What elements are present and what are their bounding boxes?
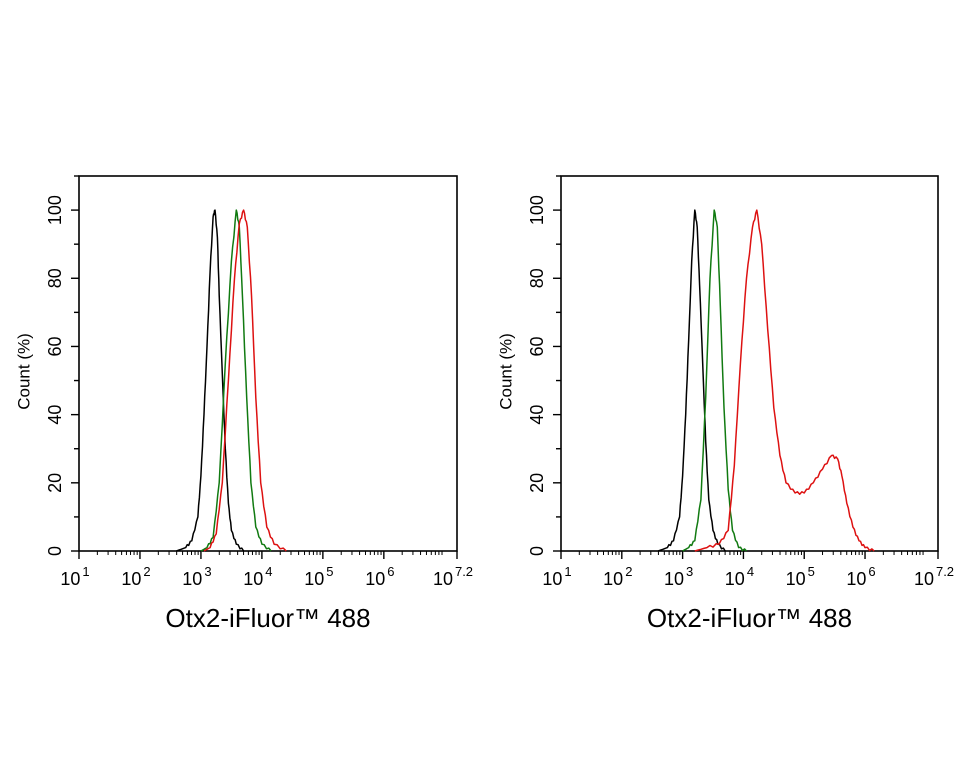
x-tick-base: 10 bbox=[60, 569, 80, 589]
x-tick-exponent: 6 bbox=[387, 564, 394, 579]
y-tick-label: 100 bbox=[527, 195, 547, 225]
x-tick-base: 10 bbox=[304, 569, 324, 589]
x-tick-exponent: 2 bbox=[625, 564, 632, 579]
x-axis-title: Otx2-iFluor™ 488 bbox=[647, 603, 852, 633]
x-tick-base: 10 bbox=[121, 569, 141, 589]
x-tick-label: 10 5 bbox=[786, 564, 815, 589]
x-tick-label: 10 1 bbox=[60, 564, 89, 589]
x-tick-exponent: 7.2 bbox=[455, 564, 473, 579]
x-tick-exponent: 1 bbox=[82, 564, 89, 579]
x-tick-label: 10 5 bbox=[304, 564, 333, 589]
x-tick-exponent: 6 bbox=[868, 564, 875, 579]
y-tick-label: 60 bbox=[45, 336, 65, 356]
y-tick-label: 80 bbox=[45, 268, 65, 288]
x-tick-exponent: 4 bbox=[265, 564, 272, 579]
plot-frame bbox=[78, 175, 458, 552]
histogram-series-2 bbox=[200, 209, 272, 552]
histogram-series-1 bbox=[176, 209, 245, 552]
y-tick-label: 0 bbox=[45, 546, 65, 556]
x-tick-base: 10 bbox=[846, 569, 866, 589]
y-tick-label: 40 bbox=[45, 405, 65, 425]
x-tick-exponent: 1 bbox=[564, 564, 571, 579]
y-axis-label: Count (%) bbox=[15, 333, 34, 410]
x-tick-label: 10 1 bbox=[542, 564, 571, 589]
y-tick-label: 80 bbox=[527, 268, 547, 288]
y-axis-label: Count (%) bbox=[497, 333, 516, 410]
x-tick-label: 10 6 bbox=[365, 564, 394, 589]
x-tick-label: 10 7.2 bbox=[914, 564, 954, 589]
x-tick-base: 10 bbox=[182, 569, 202, 589]
y-tick-label: 0 bbox=[527, 546, 547, 556]
histogram-series-3 bbox=[203, 209, 287, 552]
x-tick-label: 10 2 bbox=[603, 564, 632, 589]
y-tick-label: 100 bbox=[45, 195, 65, 225]
x-tick-base: 10 bbox=[433, 569, 453, 589]
y-tick-label: 20 bbox=[45, 473, 65, 493]
x-tick-label: 10 4 bbox=[725, 564, 754, 589]
x-tick-exponent: 4 bbox=[747, 564, 754, 579]
histogram-series-1 bbox=[658, 209, 726, 552]
histogram-series-3 bbox=[694, 209, 875, 552]
x-tick-base: 10 bbox=[542, 569, 562, 589]
x-axis-title: Otx2-iFluor™ 488 bbox=[165, 603, 370, 633]
x-tick-base: 10 bbox=[914, 569, 934, 589]
x-tick-base: 10 bbox=[725, 569, 745, 589]
x-tick-exponent: 5 bbox=[808, 564, 815, 579]
x-tick-base: 10 bbox=[786, 569, 806, 589]
y-tick-label: 40 bbox=[527, 405, 547, 425]
x-tick-label: 10 6 bbox=[846, 564, 875, 589]
x-tick-exponent: 3 bbox=[204, 564, 211, 579]
x-tick-label: 10 4 bbox=[243, 564, 272, 589]
plot-frame bbox=[560, 175, 939, 552]
x-tick-base: 10 bbox=[243, 569, 263, 589]
x-tick-base: 10 bbox=[365, 569, 385, 589]
y-tick-label: 60 bbox=[527, 336, 547, 356]
x-tick-base: 10 bbox=[603, 569, 623, 589]
x-tick-exponent: 3 bbox=[686, 564, 693, 579]
x-tick-exponent: 7.2 bbox=[936, 564, 954, 579]
x-tick-label: 10 7.2 bbox=[433, 564, 473, 589]
x-tick-base: 10 bbox=[664, 569, 684, 589]
x-tick-label: 10 3 bbox=[664, 564, 693, 589]
histogram-series-2 bbox=[682, 209, 748, 552]
x-tick-exponent: 2 bbox=[143, 564, 150, 579]
x-tick-label: 10 3 bbox=[182, 564, 211, 589]
x-tick-exponent: 5 bbox=[326, 564, 333, 579]
x-tick-label: 10 2 bbox=[121, 564, 150, 589]
y-tick-label: 20 bbox=[527, 473, 547, 493]
